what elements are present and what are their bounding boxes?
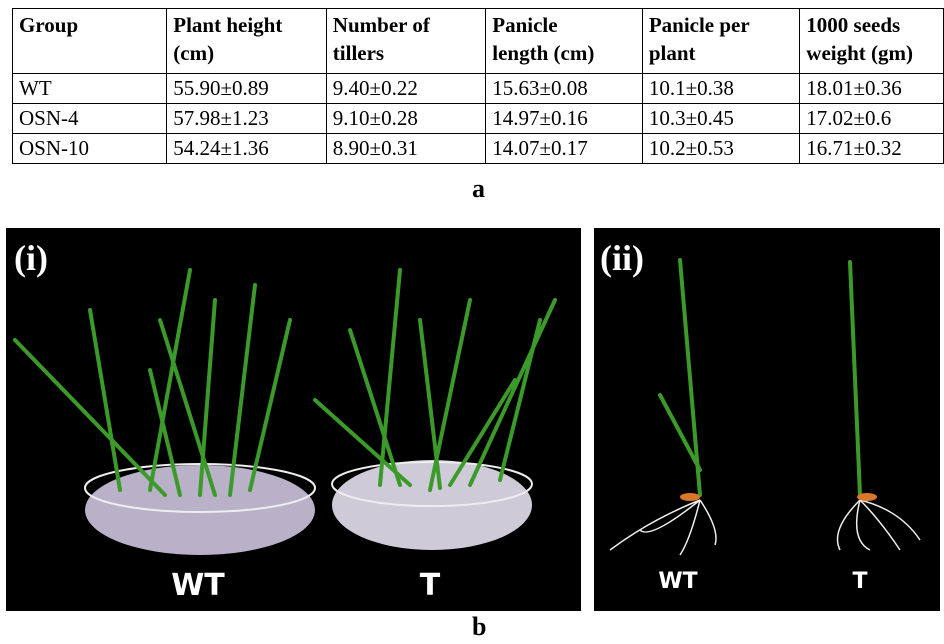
photo-ii xyxy=(594,228,940,611)
panel-label: (i) xyxy=(14,238,48,278)
sample-label: WT xyxy=(171,568,225,603)
figure: GroupPlant height(cm)Number oftillersPan… xyxy=(0,0,944,644)
sample-label: T xyxy=(420,568,441,603)
panel-label: (ii) xyxy=(600,238,644,278)
sample-label: WT xyxy=(658,569,697,594)
caption-b: b xyxy=(472,612,486,642)
sample-label: T xyxy=(852,569,867,594)
photos: (i) WT T (ii) WT T xyxy=(0,0,944,644)
